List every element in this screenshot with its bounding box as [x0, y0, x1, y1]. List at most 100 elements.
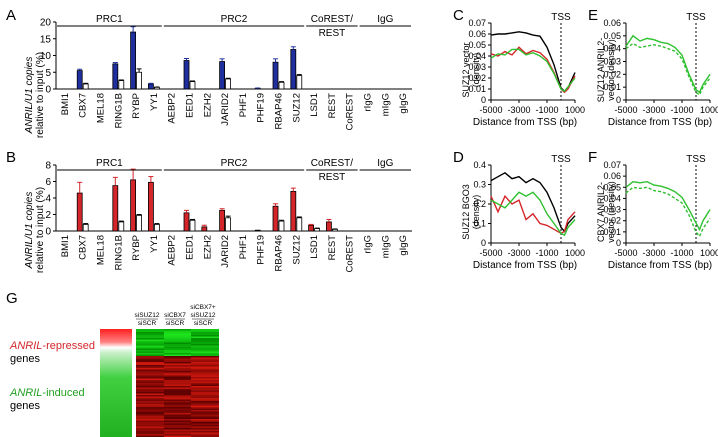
x-tick-label-f: -1000 [670, 248, 693, 258]
heatmap-cell [136, 419, 164, 421]
heatmap-cell [164, 383, 192, 385]
heatmap-cell [164, 429, 192, 432]
x-tick-label-b: rIgG [363, 235, 374, 253]
x-tick-label-b: EED1 [185, 235, 196, 260]
heatmap-cell [164, 354, 192, 357]
heatmap-cell [164, 378, 192, 381]
heatmap-cell [136, 407, 164, 409]
heatmap-cell [136, 408, 164, 411]
bar-b-rest-1 [331, 228, 338, 232]
heatmap-cell [191, 435, 219, 437]
heatmap-cell [191, 375, 219, 378]
heatmap-cell [136, 431, 164, 433]
heatmap-cell [164, 393, 192, 396]
heatmap-cell [164, 345, 192, 348]
heatmap-cell [191, 368, 219, 370]
heatmap-cell [136, 405, 164, 408]
y-tick-label-c: 0.01 [468, 84, 486, 94]
heatmap-cell [164, 332, 192, 334]
y-axis-title-f-line1: CBX7 ANRIL2- [596, 182, 606, 242]
heatmap-cell [191, 389, 219, 391]
heatmap-cell [136, 338, 164, 340]
y-axis-title-a-line1: ANRIL/U1 copies [24, 57, 35, 135]
bar-chart-a: ANRIL/U1 copies relative to input (%) 0 5… [24, 14, 412, 138]
heatmap-side-gradient [100, 329, 132, 437]
heatmap-cell [191, 393, 219, 396]
heatmap-cell [164, 341, 192, 343]
heatmap-cell [164, 434, 192, 436]
heatmap-cell [136, 410, 164, 412]
heatmap-cell [191, 363, 219, 366]
heatmap-cell [191, 362, 219, 364]
heatmap-cell [191, 381, 219, 384]
y-tick-label-a: 0 [45, 85, 51, 96]
y-axis-title-c: SUZ12 vector (density) [461, 42, 481, 97]
heatmap-cell [136, 416, 164, 418]
bar-b-jarid2-0 [219, 209, 225, 232]
heatmap-cell [191, 431, 219, 433]
bar-a-cbx7-1 [82, 83, 89, 90]
bar-b-ring1b-1 [118, 221, 125, 232]
heatmap-cell [136, 353, 164, 355]
heatmap-cell [164, 342, 192, 345]
heatmap-cell [191, 398, 219, 400]
y-axis-title-d-line2: (density) [471, 195, 481, 230]
y-tick-label-f: 0 [616, 238, 621, 248]
heatmap-cell [191, 429, 219, 432]
heatmap-col1-line3: siSCR [138, 320, 157, 327]
heatmap-cell [191, 347, 219, 349]
heatmap-cell [164, 351, 192, 354]
heatmap-cell [164, 375, 192, 378]
bar-b-ring1b-0 [112, 185, 119, 232]
group-label-a: REST [319, 28, 346, 39]
bar-chart-b: ANRIL/U1 copies relative to input (%) 0 2… [24, 158, 412, 273]
heatmap-cell [164, 390, 192, 393]
heatmap-cell [191, 360, 219, 363]
repressed-genes-label-line2: genes [10, 353, 40, 365]
bar-a-ring1b-1 [118, 80, 125, 90]
heatmap-cell [164, 372, 192, 375]
x-tick-label-a: YY1 [149, 93, 160, 111]
x-tick-label-a: RBAP46 [274, 93, 285, 129]
panel-letter-f: F [588, 149, 597, 166]
x-tick-label-b: AEBP2 [167, 235, 178, 266]
heatmap-cell [136, 378, 164, 381]
heatmap-cell [136, 401, 164, 403]
heatmap-cell [136, 390, 164, 393]
induced-genes-label-italic: ANRIL [9, 387, 42, 399]
heatmap-cell [136, 330, 164, 333]
heatmap-cell [136, 360, 164, 363]
heatmap-cell [191, 336, 219, 339]
heatmap-cell [136, 428, 164, 430]
induced-genes-label-suffix: -induced [42, 387, 84, 399]
heatmap-cell [164, 359, 192, 361]
heatmap-cell [164, 344, 192, 346]
heatmap-cell [191, 387, 219, 390]
x-tick-label-e: -5000 [614, 105, 637, 115]
heatmap-cell [136, 371, 164, 373]
x-axis-title-f: Distance from TSS (bp) [608, 260, 712, 271]
bar-a-eed1-0 [183, 60, 190, 90]
heatmap-cell [191, 405, 219, 408]
y-axis-title-e-line2: vector (density) [606, 39, 616, 101]
panel-letter-a: A [6, 7, 16, 24]
bar-b-suz12-1 [296, 217, 303, 232]
y-tick-label-c: 0.05 [468, 40, 486, 50]
heatmap-cell [164, 417, 192, 420]
heatmap-cell [164, 357, 192, 360]
x-axis-title-d: Distance from TSS (bp) [473, 260, 577, 271]
bar-a-jarid2-0 [219, 61, 225, 90]
y-tick-label-c: 0.04 [468, 51, 486, 61]
heatmap-cell [136, 393, 164, 396]
heatmap-cell [136, 348, 164, 351]
tss-label-f: TSS [686, 154, 706, 165]
bar-a-eed1-1 [189, 81, 196, 90]
x-tick-label-a: AEBP2 [167, 93, 178, 124]
heatmap-cell [164, 420, 192, 423]
heatmap-cell [191, 408, 219, 411]
bar-a-ring1b-0 [112, 63, 119, 90]
heatmap-cell [191, 378, 219, 381]
heatmap-cell [191, 380, 219, 382]
heatmap-cell [136, 362, 164, 364]
heatmap-cell [164, 389, 192, 391]
